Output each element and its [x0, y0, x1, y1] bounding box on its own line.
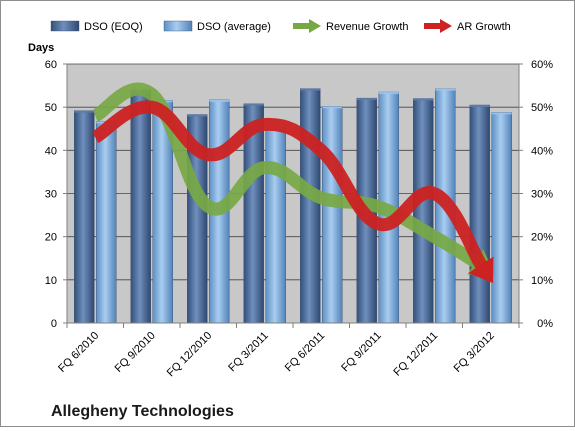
bar-cap-dso-eoq	[413, 98, 434, 101]
legend-arrowhead-ar-growth	[440, 19, 452, 33]
x-tick-label: FQ 6/2011	[283, 330, 328, 375]
line-ar-growth	[91, 100, 487, 269]
y2-tick-label: 30%	[531, 189, 553, 201]
x-tick-label: FQ 12/2010	[165, 330, 215, 380]
bar-cap-dso-eoq	[300, 88, 321, 91]
bar-dso-eoq	[74, 110, 95, 324]
bar-dso-eoq	[469, 104, 490, 324]
bar-dso-eoq	[300, 88, 321, 324]
bar-cap-dso-average	[378, 92, 399, 95]
y2-tick-label: 60%	[531, 59, 553, 71]
y-axis-title: Days	[28, 42, 54, 54]
bar-cap-dso-average	[491, 112, 512, 115]
x-tick-label: FQ 9/2010	[113, 330, 158, 375]
legend-label-dso-eoq: DSO (EOQ)	[84, 21, 143, 33]
x-tick-label: FQ 12/2011	[391, 330, 440, 379]
y2-tick-label: 40%	[531, 145, 553, 157]
legend-label-dso-average: DSO (average)	[197, 21, 271, 33]
y-tick-label: 60	[45, 59, 57, 71]
bar-dso-average	[265, 127, 286, 324]
bar-dso-average	[491, 112, 512, 324]
bar-dso-average	[96, 121, 117, 324]
y2-tick-label: 50%	[531, 102, 553, 114]
line-revenue-growth	[92, 82, 480, 268]
arrowhead-ar-growth	[468, 256, 494, 284]
y-tick-label: 0	[51, 318, 57, 330]
bar-dso-eoq	[413, 98, 434, 324]
bar-cap-dso-eoq	[469, 105, 490, 108]
bar-cap-dso-eoq	[243, 103, 264, 106]
y2-tick-label: 0%	[537, 318, 553, 330]
y2-tick-label: 20%	[531, 232, 553, 244]
y-tick-label: 10	[45, 275, 57, 287]
bar-dso-average	[322, 106, 343, 324]
x-tick-label: FQ 6/2010	[56, 330, 101, 375]
legend: DSO (EOQ) DSO (average) Revenue Growth AR G…	[50, 19, 511, 33]
y-tick-label: 50	[45, 102, 57, 114]
y-tick-label: 30	[45, 189, 57, 201]
y-tick-label: 40	[45, 145, 57, 157]
y2-tick-label: 10%	[531, 275, 553, 287]
legend-label-ar-growth: AR Growth	[457, 21, 511, 33]
x-tick-label: FQ 3/2012	[452, 330, 497, 375]
legend-arrowhead-revenue-growth	[309, 19, 321, 33]
bar-cap-dso-average	[209, 99, 230, 102]
x-tick-label: FQ 9/2011	[339, 330, 384, 375]
chart-title: Allegheny Technologies	[51, 403, 234, 420]
bar-cap-dso-average	[435, 88, 456, 91]
growth-arrows	[91, 82, 495, 284]
bar-cap-dso-average	[322, 106, 343, 109]
bar-dso-eoq	[130, 89, 151, 324]
legend-label-revenue-growth: Revenue Growth	[326, 21, 409, 33]
x-tick-label: FQ 3/2011	[226, 330, 271, 375]
bar-cap-dso-eoq	[74, 110, 95, 113]
legend-swatch-dso-eoq	[50, 20, 80, 32]
y-tick-label: 20	[45, 232, 57, 244]
legend-swatch-dso-average	[163, 20, 193, 32]
bar-cap-dso-eoq	[187, 114, 208, 117]
bar-cap-dso-eoq	[356, 98, 377, 101]
